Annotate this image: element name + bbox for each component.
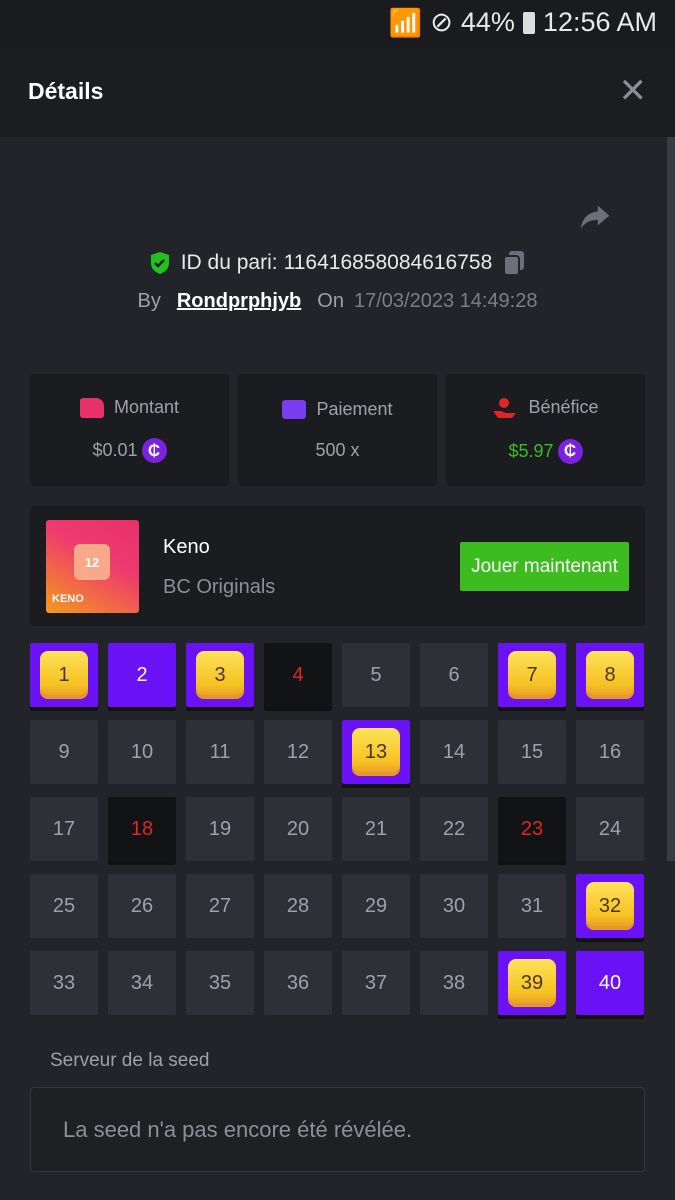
money-bag-icon <box>79 397 104 418</box>
on-label: On <box>317 290 344 312</box>
stat-label: Paiement <box>316 399 393 419</box>
keno-tile-11: 11 <box>186 720 254 784</box>
keno-tile-17: 17 <box>30 797 98 861</box>
page-title: Détails <box>28 77 104 104</box>
bet-byline: By Rondprphjyb On 17/03/2023 14:49:28 <box>0 290 675 313</box>
stat-label: Montant <box>113 397 180 417</box>
keno-tile-13: 13 <box>342 720 410 784</box>
bet-stats: Montant $0.01 ₵ Paiement 500 x Bénéfice $… <box>30 374 645 486</box>
stat-label: Bénéfice <box>528 397 599 417</box>
keno-tile-30: 30 <box>420 874 488 938</box>
status-bar: 📶 ⊘ 44% 12:56 AM <box>0 0 675 45</box>
keno-tile-14: 14 <box>420 720 488 784</box>
seed-field: La seed n'a pas encore été révélée. <box>30 1087 645 1172</box>
user-link[interactable]: Rondprphjyb <box>176 290 302 312</box>
keno-tile-1: 1 <box>30 643 98 707</box>
keno-tile-19: 19 <box>186 797 254 861</box>
gem-icon: 1 <box>40 651 88 699</box>
keno-tile-28: 28 <box>264 874 332 938</box>
bet-id: ID du pari: 116416858084616758 <box>0 250 675 276</box>
scrollbar[interactable] <box>667 137 675 861</box>
dnd-icon: ⊘ <box>430 7 453 37</box>
bet-id-value: 116416858084616758 <box>283 251 493 274</box>
stat-value: 500 x <box>315 440 360 460</box>
keno-tile-16: 16 <box>576 720 644 784</box>
keno-tile-25: 25 <box>30 874 98 938</box>
shield-check-icon <box>150 252 169 274</box>
keno-tile-37: 37 <box>342 951 410 1015</box>
seed-label: Serveur de la seed <box>50 1050 210 1071</box>
gem-icon: 7 <box>508 651 556 699</box>
keno-tile-20: 20 <box>264 797 332 861</box>
bet-date: 17/03/2023 14:49:28 <box>353 290 538 312</box>
keno-tile-4: 4 <box>264 643 332 707</box>
keno-tile-12: 12 <box>264 720 332 784</box>
play-now-button[interactable]: Jouer maintenant <box>460 542 629 591</box>
bet-id-label: ID du pari: <box>180 251 278 274</box>
gem-icon: 8 <box>586 651 634 699</box>
keno-tile-10: 10 <box>108 720 176 784</box>
keno-tile-3: 3 <box>186 643 254 707</box>
keno-tile-9: 9 <box>30 720 98 784</box>
keno-tile-34: 34 <box>108 951 176 1015</box>
keno-tile-33: 33 <box>30 951 98 1015</box>
by-label: By <box>137 290 161 312</box>
clock: 12:56 AM <box>542 7 657 37</box>
keno-tile-18: 18 <box>108 797 176 861</box>
keno-tile-21: 21 <box>342 797 410 861</box>
keno-tile-27: 27 <box>186 874 254 938</box>
keno-tile-32: 32 <box>576 874 644 938</box>
battery-percent: 44% <box>460 7 515 37</box>
stat-value: $5.97 <box>508 440 554 461</box>
game-card: 12 KENO Keno BC Originals Jouer maintena… <box>30 506 645 626</box>
stat-profit: Bénéfice $5.97 ₵ <box>446 374 645 486</box>
battery-icon <box>522 11 535 34</box>
stat-payout: Paiement 500 x <box>238 374 437 486</box>
keno-tile-2: 2 <box>108 643 176 707</box>
keno-tile-15: 15 <box>498 720 566 784</box>
keno-tile-6: 6 <box>420 643 488 707</box>
gem-icon: 3 <box>196 651 244 699</box>
coin-icon: ₵ <box>141 438 167 463</box>
keno-tile-7: 7 <box>498 643 566 707</box>
hand-user-icon <box>493 397 517 418</box>
keno-tile-40: 40 <box>576 951 644 1015</box>
wifi-icon: 📶 <box>388 7 423 38</box>
close-icon[interactable]: ✕ <box>618 72 648 110</box>
keno-thumbnail[interactable]: 12 KENO <box>46 520 139 613</box>
card-icon <box>282 400 307 419</box>
keno-tile-35: 35 <box>186 951 254 1015</box>
keno-tile-8: 8 <box>576 643 644 707</box>
keno-tile-23: 23 <box>498 797 566 861</box>
keno-tile-39: 39 <box>498 951 566 1015</box>
keno-tile-5: 5 <box>342 643 410 707</box>
game-name[interactable]: Keno <box>163 536 210 558</box>
header: Détails ✕ <box>0 45 675 137</box>
keno-tile-24: 24 <box>576 797 644 861</box>
gem-icon: 39 <box>508 959 556 1007</box>
keno-tile-26: 26 <box>108 874 176 938</box>
share-icon[interactable] <box>578 200 612 234</box>
keno-tile-36: 36 <box>264 951 332 1015</box>
gem-icon: 13 <box>352 728 400 776</box>
copy-icon[interactable] <box>502 250 526 276</box>
gem-icon: 32 <box>586 882 634 930</box>
stat-value: $0.01 <box>92 440 138 460</box>
keno-tile-29: 29 <box>342 874 410 938</box>
thumb-gem: 12 <box>74 544 110 580</box>
keno-tile-22: 22 <box>420 797 488 861</box>
game-provider: BC Originals <box>163 576 276 598</box>
keno-tile-31: 31 <box>498 874 566 938</box>
coin-icon: ₵ <box>557 438 583 464</box>
keno-tile-38: 38 <box>420 951 488 1015</box>
stat-amount: Montant $0.01 ₵ <box>30 374 229 486</box>
thumb-label: KENO <box>52 593 84 605</box>
keno-board: 1 2 3 4 5 6 7 8 9 10 11 12 13 14 15 16 17 18 19 20 21 22 23 24 2… <box>30 643 645 1015</box>
